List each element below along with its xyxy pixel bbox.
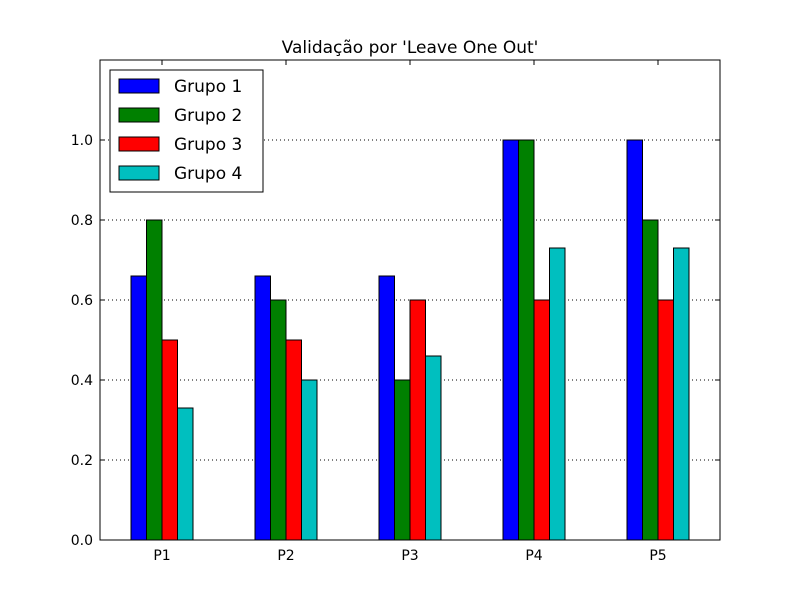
bar-grupo-4-p1 <box>177 407 194 541</box>
bar-grupo-4-p5 <box>673 247 690 541</box>
legend-label: Grupo 3 <box>174 135 242 155</box>
bars <box>130 139 690 541</box>
bar-grupo-2-p4 <box>518 139 535 541</box>
legend-label: Grupo 4 <box>174 164 242 184</box>
legend-swatch <box>118 107 160 123</box>
y-tick-label: 0.0 <box>71 533 93 549</box>
bar-grupo-4-p4 <box>549 247 566 541</box>
bar-grupo-3-p3 <box>409 299 426 541</box>
bar-grupo-2-p5 <box>642 219 659 541</box>
legend-swatch <box>118 78 160 94</box>
chart-title: Validação por 'Leave One Out' <box>282 38 539 58</box>
y-tick-label: 0.4 <box>71 373 93 389</box>
y-tick-label: 0.8 <box>71 213 93 229</box>
x-axis: P1 P2 P3 P4 P5 <box>153 60 667 564</box>
legend-swatch <box>118 136 160 152</box>
bar-grupo-3-p2 <box>285 339 302 541</box>
x-tick-label: P2 <box>277 548 294 564</box>
y-tick-label: 0.2 <box>71 453 93 469</box>
bar-grupo-2-p1 <box>146 219 163 541</box>
bar-grupo-4-p3 <box>425 355 442 541</box>
bar-grupo-1-p1 <box>130 275 147 541</box>
bar-grupo-1-p2 <box>254 275 271 541</box>
bar-grupo-4-p2 <box>301 379 318 541</box>
bar-grupo-3-p1 <box>161 339 178 541</box>
x-tick-label: P3 <box>401 548 418 564</box>
bar-grupo-3-p5 <box>657 299 674 541</box>
legend-label: Grupo 2 <box>174 106 242 126</box>
y-axis: 0.0 0.2 0.4 0.6 0.8 1.0 <box>71 133 720 549</box>
legend-swatch <box>118 165 160 181</box>
bar-grupo-2-p2 <box>270 299 287 541</box>
bar-grupo-1-p4 <box>502 139 519 541</box>
legend: Grupo 1 Grupo 2 Grupo 3 Grupo 4 <box>109 69 264 193</box>
x-tick-label: P1 <box>153 548 170 564</box>
bar-grupo-1-p5 <box>626 139 643 541</box>
bar-grupo-2-p3 <box>394 379 411 541</box>
y-tick-label: 0.6 <box>71 293 93 309</box>
bar-grupo-1-p3 <box>378 275 395 541</box>
x-tick-label: P4 <box>525 548 542 564</box>
legend-label: Grupo 1 <box>174 77 242 97</box>
x-tick-label: P5 <box>649 548 666 564</box>
bar-grupo-3-p4 <box>533 299 550 541</box>
y-tick-label: 1.0 <box>71 133 93 149</box>
grid-lines <box>100 139 720 461</box>
